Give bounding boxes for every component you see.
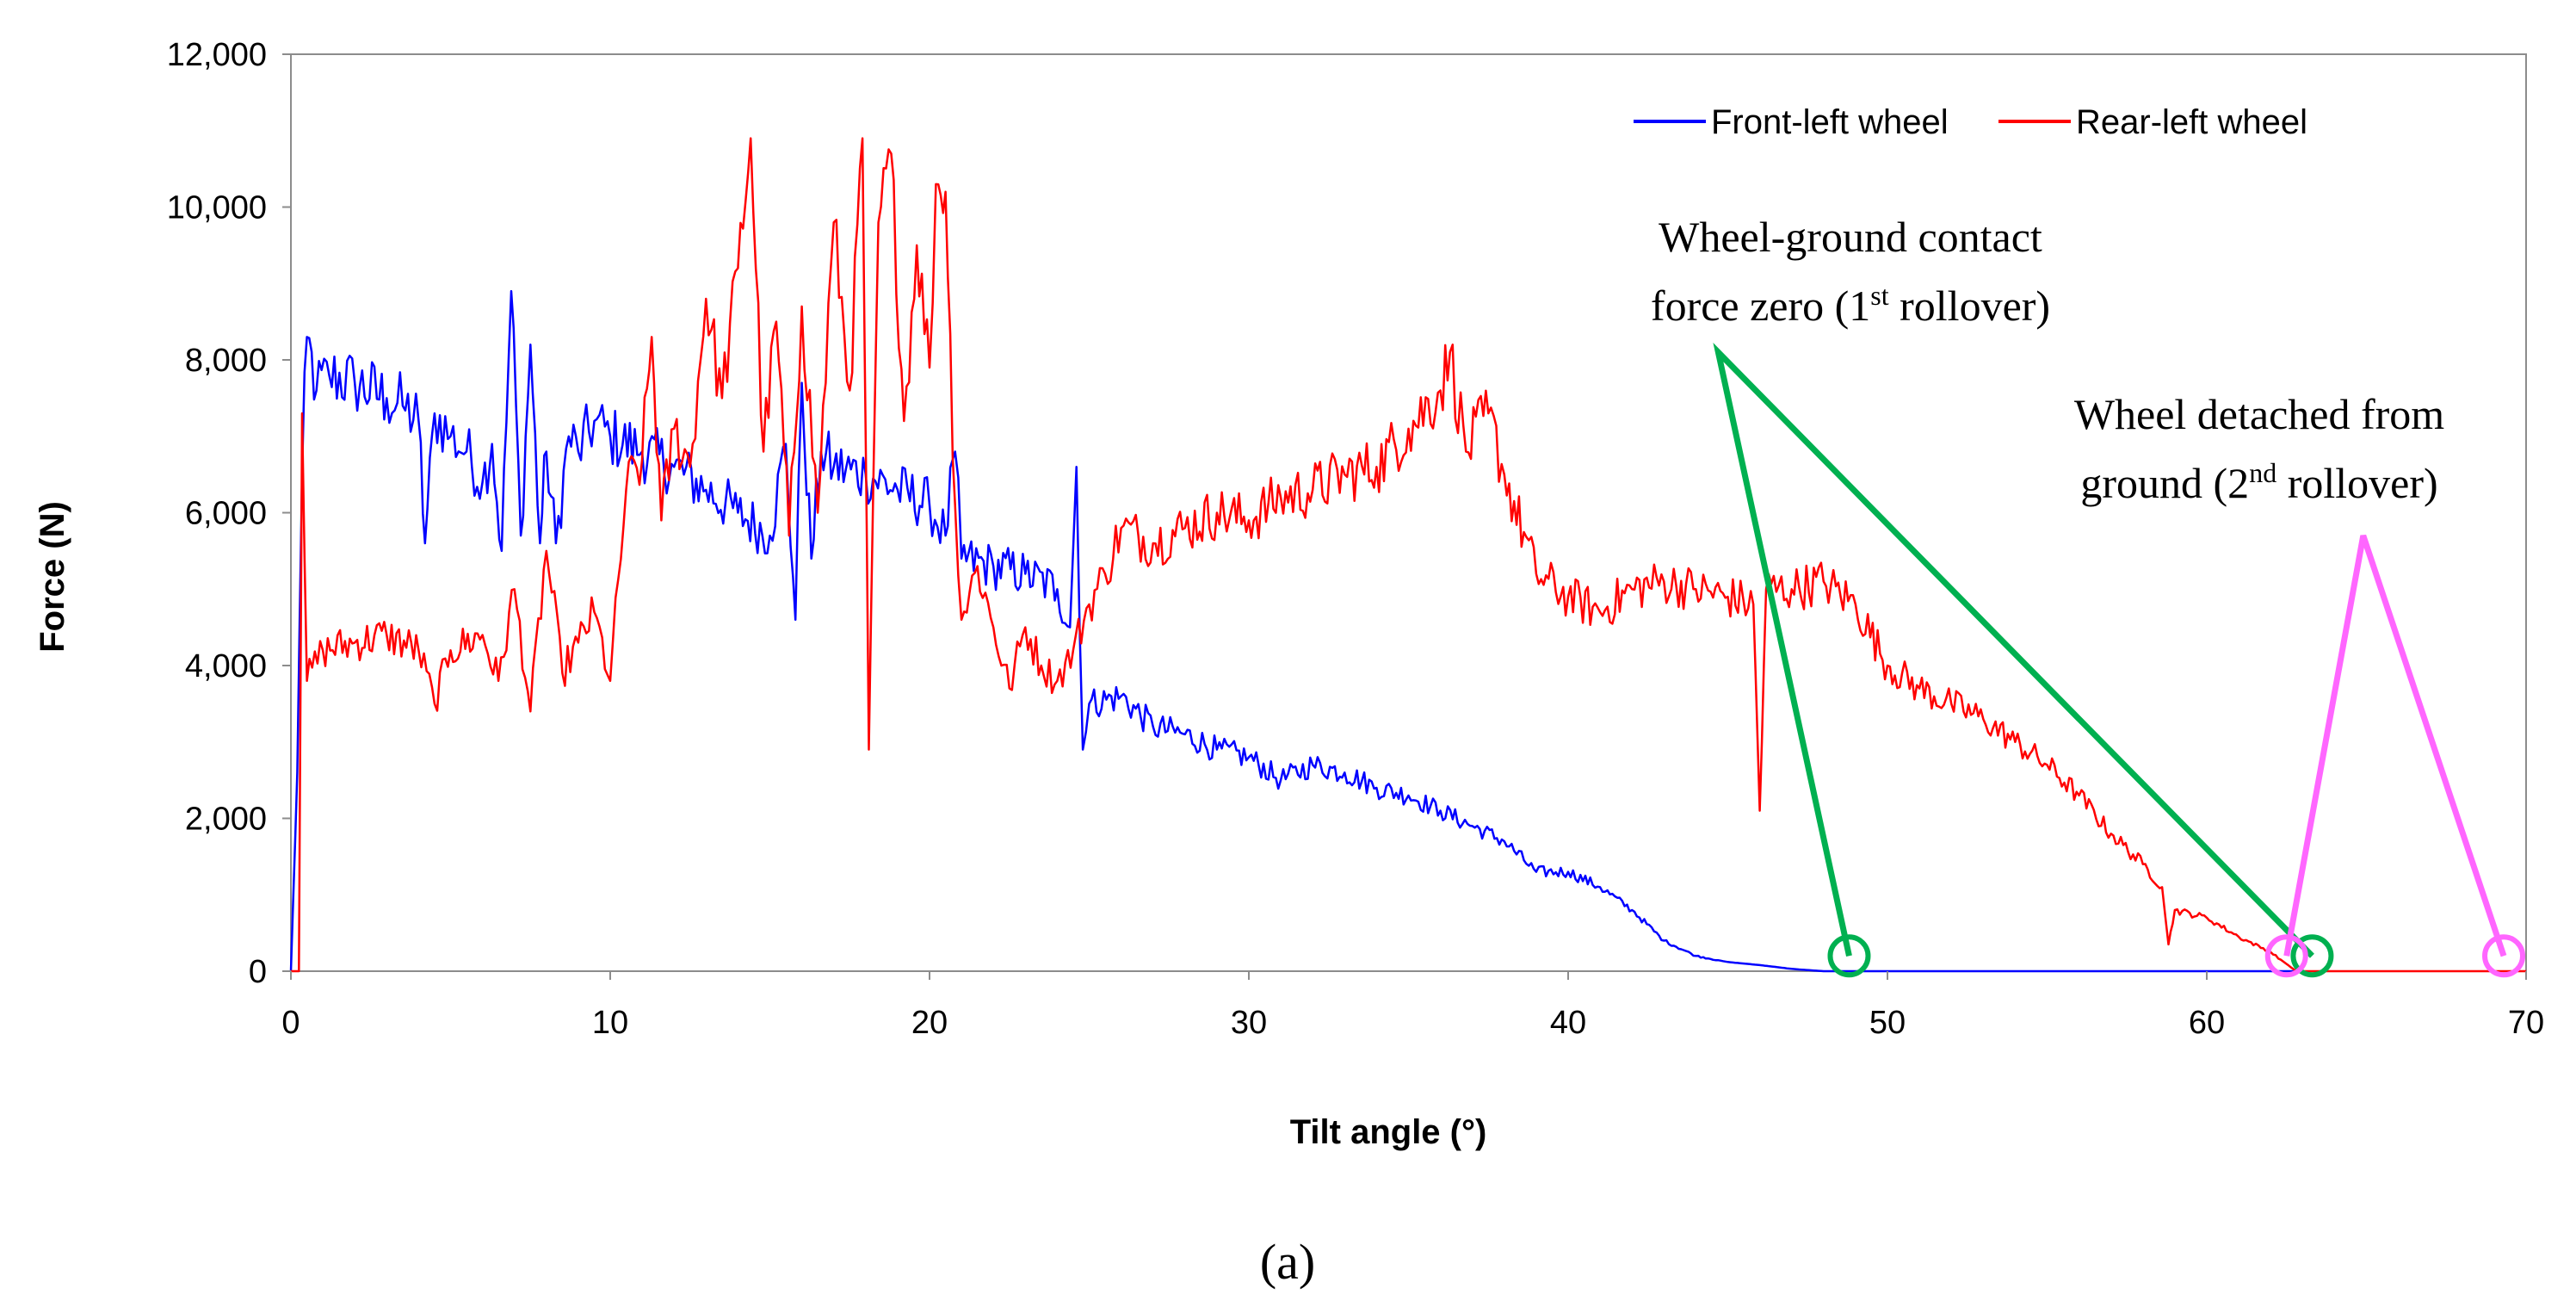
x-tick-label: 40 [1550,1005,1586,1041]
x-tick-label: 20 [911,1005,948,1041]
x-tick-label: 0 [281,1005,300,1041]
callout-pointer-second-rollover [2283,535,2507,957]
y-axis-title: Force (N) [34,501,71,653]
y-tick-label: 6,000 [185,496,267,532]
x-axis-title: Tilt angle (°) [1290,1113,1487,1151]
series-layer [289,137,2526,973]
annotation-text-second-rollover: Wheel detached from [2074,390,2444,438]
annotation-text-first-rollover: force zero (1st rollover) [1651,280,2050,330]
x-tick-label: 60 [2189,1005,2225,1041]
callout-circle-second-rollover [2264,934,2308,978]
y-tick-label: 12,000 [167,37,267,73]
axes-layer: 0 2,000 4,000 6,000 8,000 10,000 12,000 0 10 20 30… [167,37,2544,1041]
y-tick-label: 0 [249,954,267,990]
legend-label-front-left: Front-left wheel [1711,103,1949,141]
callout-pointer-first-rollover [1713,343,2314,958]
annotation-layer: Wheel-ground contact force zero (1st roll… [1651,213,2526,978]
callout-circle-first-rollover [1827,934,1871,978]
figure-caption: (a) [1260,1234,1315,1290]
callout-circle-second-rollover [2482,934,2526,978]
series-line-front-left [289,289,2303,973]
y-tick-label: 10,000 [167,190,267,226]
y-tick-label: 2,000 [185,802,267,838]
x-tick-label: 70 [2508,1005,2544,1041]
callout-circle-first-rollover [2290,934,2334,978]
legend-label-rear-left: Rear-left wheel [2076,103,2307,141]
y-tick-label: 8,000 [185,343,267,379]
annotation-text-first-rollover: Wheel-ground contact [1659,213,2042,261]
x-tick-label: 10 [592,1005,628,1041]
x-tick-label: 30 [1231,1005,1267,1041]
annotation-text-second-rollover: ground (2nd rollover) [2080,457,2437,507]
y-tick-label: 4,000 [185,648,267,684]
x-tick-label: 50 [1869,1005,1906,1041]
series-line-rear-left [291,137,2526,973]
legend: Front-left wheel Rear-left wheel [1634,103,2307,141]
